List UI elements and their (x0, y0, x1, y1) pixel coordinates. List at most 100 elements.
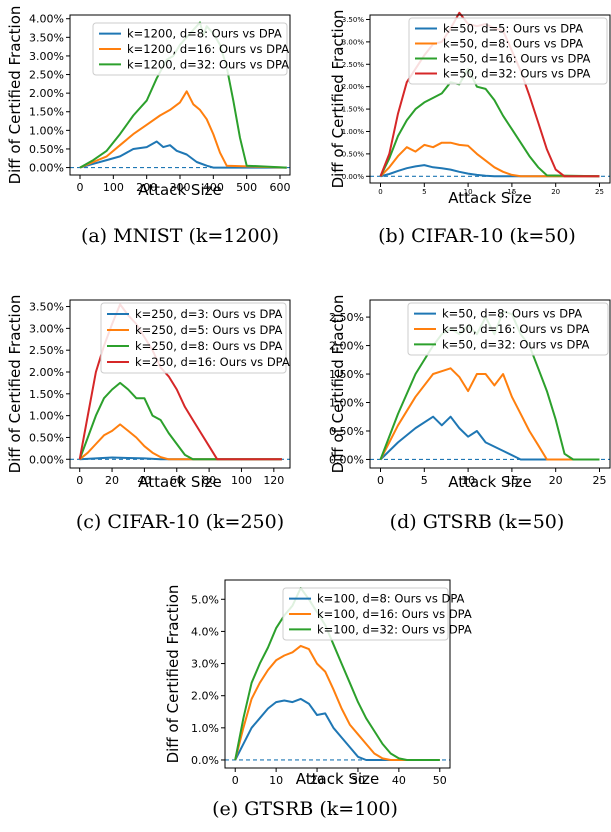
y-tick-label: 1.50% (329, 368, 364, 381)
y-tick-label: 0.0% (191, 754, 219, 767)
plot-frame (224, 579, 451, 769)
x-tick-label: 10 (269, 774, 283, 787)
legend-entry-3: k=50, d=16: Ours vs DPA (443, 52, 591, 66)
legend-entry-2: k=50, d=8: Ours vs DPA (443, 37, 583, 51)
series-line-2 (379, 141, 600, 178)
x-axis-label: Attack Size (138, 473, 221, 491)
y-tick-label: 2.50% (342, 61, 365, 69)
legend-box (282, 587, 449, 641)
y-tick-label: 4.00% (29, 13, 64, 26)
series-line-2 (79, 90, 287, 169)
y-tick-label: 3.50% (29, 31, 64, 44)
panel-caption: (b) CIFAR-10 (k=50) (378, 225, 576, 247)
x-tick-label: 10 (464, 188, 473, 196)
legend-entry-2: k=250, d=5: Ours vs DPA (135, 323, 283, 337)
panel-caption: (e) GTSRB (k=100) (212, 798, 398, 820)
legend-entry-2: k=1200, d=16: Ours vs DPA (127, 42, 289, 56)
series-line-1 (79, 140, 287, 169)
legend-entry-4: k=250, d=16: Ours vs DPA (135, 355, 290, 369)
y-tick-label: 1.00% (29, 410, 64, 423)
x-tick-label: 20 (105, 474, 119, 487)
y-tick-label: 1.00% (329, 397, 364, 410)
y-tick-label: 2.50% (29, 69, 64, 82)
x-tick-label: 20 (310, 774, 324, 787)
y-tick-label: 4.0% (191, 625, 219, 638)
panel-caption: (a) MNIST (k=1200) (81, 225, 279, 247)
x-tick-label: 120 (263, 474, 284, 487)
y-tick-label: 1.00% (29, 124, 64, 137)
series-line-1 (380, 164, 600, 178)
series-line-2 (79, 423, 282, 461)
y-tick-label: 5.0% (191, 593, 219, 606)
legend-box (408, 17, 608, 85)
x-tick-label: 20 (549, 474, 563, 487)
x-tick-label: 0 (77, 181, 84, 194)
x-tick-label: 600 (270, 181, 291, 194)
x-tick-label: 0 (378, 188, 382, 196)
legend-entry-1: k=50, d=8: Ours vs DPA (442, 307, 582, 321)
y-tick-label: 1.50% (342, 106, 365, 114)
plot-frame (369, 299, 611, 469)
x-tick-label: 25 (595, 188, 604, 196)
y-tick-label: 0.50% (29, 143, 64, 156)
series-line-3 (379, 67, 600, 178)
y-tick-label: 2.0% (191, 690, 219, 703)
y-axis-label: Diff of Certified Fraction (329, 10, 347, 189)
y-axis-label: Diff of Certified Fraction (164, 585, 182, 764)
chart-panel-1: 0 100 200 300 400 500 600 0.00% 0.50% 1.00% 1.50% 2… (6, 6, 291, 247)
legend-entry-1: k=250, d=3: Ours vs DPA (135, 307, 283, 321)
x-tick-label: 300 (170, 181, 191, 194)
x-axis-label: Attack Size (448, 189, 531, 207)
legend-entry-1: k=1200, d=8: Ours vs DPA (127, 27, 282, 41)
y-tick-label: 0.00% (29, 162, 64, 175)
y-tick-label: 1.50% (29, 388, 64, 401)
chart-panel-4: 0 5 10 15 20 25 0.00% 0.50% 1.00% 1.50% 2.00% 2.50%… (329, 295, 611, 533)
y-tick-label: 3.00% (342, 38, 365, 46)
x-tick-label: 40 (392, 774, 406, 787)
y-axis-label: Diff of Certified Fraction (329, 295, 347, 474)
y-tick-label: 1.50% (29, 106, 64, 119)
legend-box (92, 22, 288, 76)
series-line-2 (379, 367, 600, 461)
y-tick-label: 0.00% (29, 453, 64, 466)
series-line-1 (79, 456, 282, 461)
chart-panel-3: 0 20 40 60 80 100 120 0.00% 0.50% 1.00% 1.50% 2.00%… (6, 295, 291, 533)
x-tick-label: 5 (422, 188, 426, 196)
legend-entry-1: k=50, d=5: Ours vs DPA (443, 22, 583, 36)
y-tick-label: 3.50% (342, 16, 365, 24)
y-tick-label: 0.00% (342, 173, 365, 181)
y-tick-label: 2.00% (342, 83, 365, 91)
y-tick-label: 2.00% (329, 340, 364, 353)
x-tick-label: 5 (421, 474, 428, 487)
y-tick-label: 0.50% (329, 425, 364, 438)
y-tick-label: 3.50% (29, 301, 64, 314)
x-tick-label: 200 (136, 181, 157, 194)
x-tick-label: 60 (170, 474, 184, 487)
series-line-2 (234, 644, 440, 761)
x-tick-label: 0 (76, 474, 83, 487)
y-tick-label: 3.00% (29, 322, 64, 335)
y-tick-label: 2.50% (329, 311, 364, 324)
legend-entry-2: k=50, d=16: Ours vs DPA (442, 322, 590, 336)
x-tick-label: 40 (137, 474, 151, 487)
y-axis-label: Diff of Certified Fraction (6, 295, 24, 474)
x-axis-label: Attack Size (448, 473, 531, 491)
x-tick-label: 15 (507, 188, 516, 196)
series-line-3 (78, 381, 282, 461)
legend-entry-4: k=50, d=32: Ours vs DPA (443, 67, 591, 81)
y-tick-label: 0.50% (29, 431, 64, 444)
legend-entry-3: k=50, d=32: Ours vs DPA (442, 337, 590, 351)
series-line-1 (234, 697, 440, 761)
x-tick-label: 10 (461, 474, 475, 487)
y-tick-label: 3.0% (191, 658, 219, 671)
chart-panel-5: 0 10 20 30 40 50 0.0% 1.0% 2.0% 3.0% 4.0% 5.0% Attac… (164, 579, 472, 820)
x-tick-label: 50 (433, 774, 447, 787)
panel-caption: (d) GTSRB (k=50) (390, 511, 565, 533)
series-line-1 (379, 415, 600, 461)
x-axis-label: Attack Size (138, 181, 221, 199)
